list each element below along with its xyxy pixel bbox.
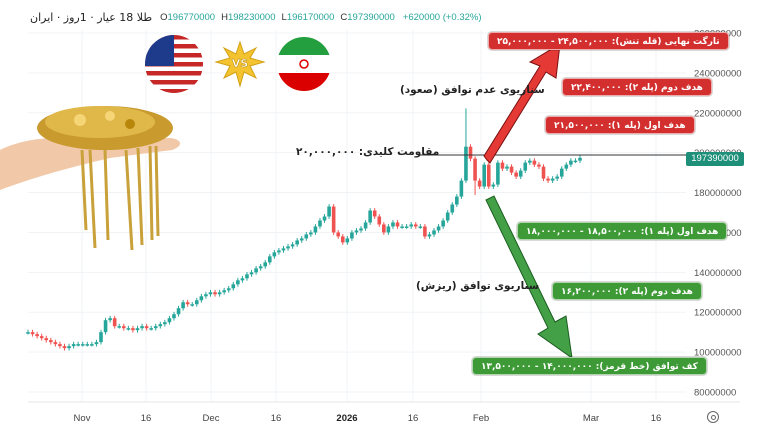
x-tick-label: 16 xyxy=(408,413,419,424)
x-tick-label: 16 xyxy=(141,413,152,424)
up-arrow-icon xyxy=(483,43,561,164)
y-tick-label: 240000000 xyxy=(694,68,742,79)
low-value: 196170000 xyxy=(286,11,335,23)
close-value: 197390000 xyxy=(347,11,395,23)
green-target-floor: کف توافق (خط قرمز): ۱۴,۰۰۰,۰۰۰ - ۱۳,۵۰۰,… xyxy=(472,357,707,375)
last-price-tag: 197390000 xyxy=(686,152,744,166)
low-key: L xyxy=(281,11,287,23)
red-target-final: تارگت نهایی (قله تنش): ۲۴,۵۰۰,۰۰۰ - ۲۵,۰… xyxy=(488,32,729,50)
symbol-title[interactable]: طلا 18 عیار · 1روز · ایران xyxy=(30,10,153,24)
chart-settings-icon[interactable] xyxy=(707,411,719,423)
y-tick-label: 100000000 xyxy=(694,348,742,359)
candlestick-series xyxy=(26,108,582,351)
y-tick-label: 220000000 xyxy=(694,108,742,119)
red-target-1: هدف اول (پله ۱): ۲۱,۵۰۰,۰۰۰ xyxy=(545,116,695,134)
grid-lines xyxy=(28,30,686,402)
open-key: O xyxy=(160,11,168,23)
y-tick-label: 140000000 xyxy=(694,268,742,279)
usa-flag-icon xyxy=(145,35,203,93)
gold-jewelry-image xyxy=(0,106,181,251)
x-tick-label: 16 xyxy=(271,413,282,424)
green-target-2: هدف دوم (پله ۲): ۱۶,۲۰۰,۰۰۰ xyxy=(552,282,702,300)
x-tick-label: Nov xyxy=(74,413,91,424)
iran-flag-icon xyxy=(277,37,331,91)
x-tick-label: Dec xyxy=(203,413,220,424)
price-change: +620000 (+0.32%) xyxy=(402,11,482,23)
high-value: 198230000 xyxy=(227,11,276,23)
x-tick-label: 2026 xyxy=(336,413,357,424)
svg-text:VS: VS xyxy=(232,57,249,70)
x-tick-label: Feb xyxy=(473,413,489,424)
ohlc-values: O196770000 H198230000 L196170000 C197390… xyxy=(160,12,395,23)
chart-header: طلا 18 عیار · 1روز · ایران O196770000 H1… xyxy=(30,8,482,26)
y-tick-label: 120000000 xyxy=(694,308,742,319)
x-tick-label: 16 xyxy=(651,413,662,424)
high-key: H xyxy=(221,11,228,23)
open-value: 196770000 xyxy=(167,11,216,23)
resistance-label: مقاومت کلیدی: ۲۰,۰۰۰,۰۰۰ xyxy=(296,146,440,158)
scenario-deal-label: سناریوی توافق (ریزش) xyxy=(416,280,540,292)
x-tick-label: Mar xyxy=(583,413,599,424)
down-arrow-icon xyxy=(485,195,573,360)
y-tick-label: 180000000 xyxy=(694,188,742,199)
y-tick-label: 80000000 xyxy=(694,388,736,399)
green-target-1: هدف اول (پله ۱): ۱۸,۵۰۰,۰۰۰ - ۱۸,۰۰۰,۰۰۰ xyxy=(517,222,728,240)
scenario-no-deal-label: سناریوی عدم توافق (صعود) xyxy=(400,84,545,96)
vs-burst-icon: VS xyxy=(214,40,266,88)
close-key: C xyxy=(340,11,348,23)
red-target-2: هدف دوم (پله ۲): ۲۲,۴۰۰,۰۰۰ xyxy=(562,78,712,96)
x-axis[interactable]: Nov 16 Dec 16 2026 16 Feb Mar 16 xyxy=(74,413,662,424)
